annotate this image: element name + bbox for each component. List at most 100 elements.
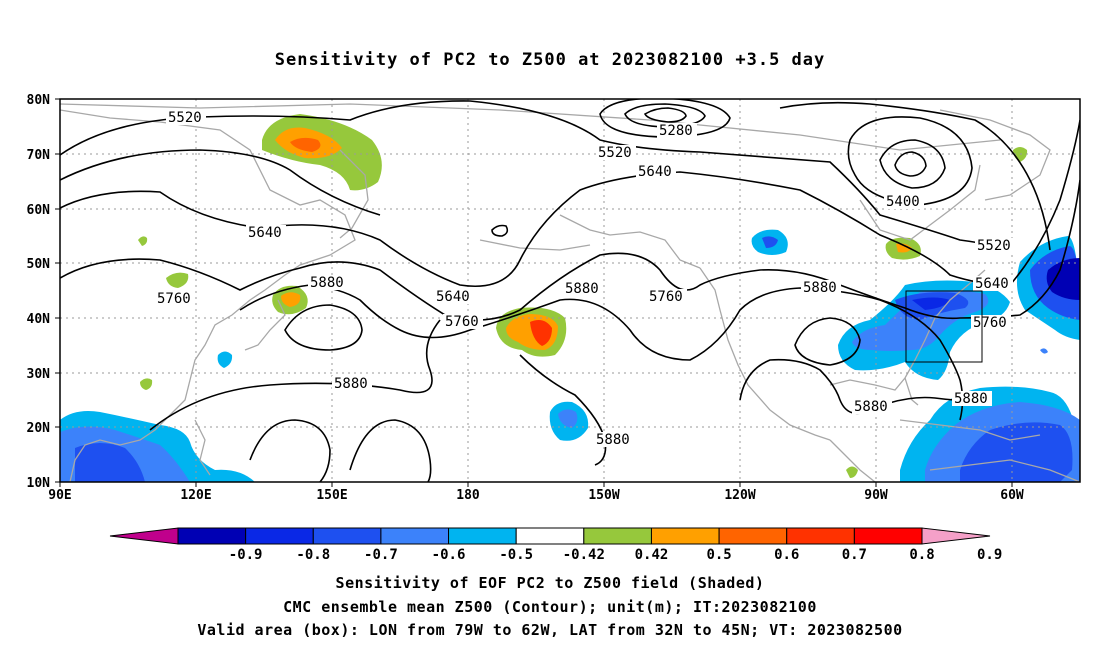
coast-na-west (699, 267, 831, 441)
contour-5640-ring-small (491, 224, 509, 237)
contour-label: 5280 (657, 123, 697, 139)
coast-kamchatka (339, 149, 369, 239)
contour-5400-ring-1 (847, 116, 973, 206)
contour-5880-south (149, 319, 441, 431)
contour-label: 5880 (308, 275, 348, 291)
contour-5280-ring-2 (624, 103, 706, 128)
colorbar-tick-label: -0.5 (499, 547, 533, 563)
contour-label: 5760 (443, 314, 483, 330)
colorbar-tick-label: -0.42 (563, 547, 605, 563)
colorbar-tick-label: 0.42 (635, 547, 669, 563)
coast-japan (244, 299, 286, 351)
shade-siberia-red (290, 137, 321, 152)
contour-5880-gulf-ring (794, 317, 861, 366)
svg-text:5880: 5880 (803, 280, 837, 296)
lon-label: 90W (864, 488, 888, 503)
contour-5880-bermuda (739, 358, 991, 415)
lon-label: 90E (48, 488, 71, 503)
contour-5400-ring-3 (894, 151, 927, 177)
colorbar-tick-label: -0.8 (296, 547, 330, 563)
lat-label: 40N (27, 312, 51, 327)
svg-text:5880: 5880 (854, 399, 888, 415)
svg-text:5400: 5400 (886, 194, 920, 210)
caption-contour: CMC ensemble mean Z500 (Contour); unit(m… (283, 598, 817, 616)
contour-5760-main (60, 179, 1080, 322)
contour-5880-main (239, 284, 964, 421)
coast-alaska (559, 214, 701, 269)
lon-label: 150W (588, 488, 619, 503)
svg-text:5760: 5760 (157, 291, 191, 307)
colorbar-tick-label: 0.9 (977, 547, 1002, 563)
contour-label: 5640 (246, 225, 286, 241)
colorbar-tick-label: 0.6 (774, 547, 799, 563)
shade-atlantic-blue-core (1046, 258, 1080, 300)
contour-labels: 5520 5280 5520 5640 5400 5640 5520 5760 … (155, 110, 1015, 448)
shade-eastus-blue-dark (912, 297, 950, 310)
contour-label: 5520 (166, 110, 206, 126)
contour-5520-east (779, 101, 1051, 251)
colorbar-swatch (853, 527, 923, 545)
shade-hawaii-blue-core (558, 409, 578, 428)
contour-5400-ring-2 (879, 139, 946, 189)
colorbar-tick-label: -0.6 (432, 547, 466, 563)
shade-indochina-blue-core (75, 443, 145, 482)
contour-label: 5640 (636, 164, 676, 180)
lat-label: 30N (27, 367, 51, 382)
svg-text:5880: 5880 (334, 376, 368, 392)
colorbar-tick-label: -0.9 (229, 547, 263, 563)
svg-text:5520: 5520 (977, 238, 1011, 254)
lon-label: 120W (724, 488, 755, 503)
contour-5880-sw (349, 419, 432, 482)
contour-label: 5760 (647, 289, 687, 305)
contour-label: 5880 (801, 280, 841, 296)
lon-label: 150E (316, 488, 347, 503)
svg-text:5760: 5760 (973, 315, 1007, 331)
contour-5880-hawaii (519, 354, 607, 466)
coast-caribbean (899, 419, 1041, 441)
shade-small-green-3 (138, 236, 148, 246)
caption-shaded: Sensitivity of EOF PC2 to Z500 field (Sh… (335, 574, 765, 592)
svg-text:5880: 5880 (954, 391, 988, 407)
colorbar-swatch (177, 527, 247, 545)
contour-5520-west (60, 100, 1011, 251)
coast-na-east (914, 269, 986, 361)
contour-label: 5400 (884, 194, 924, 210)
svg-text:5640: 5640 (436, 289, 470, 305)
plot-title: Sensitivity of PC2 to Z500 at 2023082100… (274, 50, 826, 70)
shade-yucatan-green (846, 466, 858, 478)
svg-text:5280: 5280 (659, 123, 693, 139)
contour-label: 5520 (596, 145, 636, 161)
colorbar: -0.9 -0.8 -0.7 -0.6 -0.5 -0.42 0.42 0.5 0.6 0.7 0.… (109, 527, 1002, 563)
colorbar-swatch (312, 527, 382, 545)
svg-text:5640: 5640 (248, 225, 282, 241)
shade-small-green-1 (166, 272, 189, 288)
lat-label: 60N (27, 203, 51, 218)
contour-label: 5760 (971, 315, 1011, 331)
colorbar-tick-label: 0.7 (842, 547, 867, 563)
colorbar-tick-label: 0.5 (706, 547, 731, 563)
svg-text:5640: 5640 (975, 276, 1009, 292)
coast-south-america (929, 459, 1080, 482)
svg-text:5880: 5880 (565, 281, 599, 297)
colorbar-tick-label: -0.7 (364, 547, 398, 563)
coast-asia-east (60, 109, 356, 482)
svg-text:5760: 5760 (649, 289, 683, 305)
shade-npac-red (530, 320, 552, 346)
lat-label: 80N (27, 93, 51, 108)
colorbar-extend-high (921, 527, 991, 545)
shade-tropatl-blue-core (960, 422, 1073, 482)
colorbar-extend-low (109, 527, 179, 545)
coast-hudson (859, 164, 981, 241)
lon-label: 180 (456, 488, 480, 503)
shade-small-green-2 (140, 378, 153, 390)
axis-ticks (55, 98, 1013, 487)
svg-text:5880: 5880 (310, 275, 344, 291)
lat-label: 10N (27, 476, 51, 491)
contour-label: 5880 (332, 376, 372, 392)
contour-5880-south-ring (249, 419, 331, 482)
lon-labels: 90E 120E 150E 180 150W 120W 90W 60W (48, 488, 1024, 503)
colorbar-swatch (650, 527, 720, 545)
contour-label: 5880 (594, 432, 634, 448)
lat-label: 20N (27, 421, 51, 436)
